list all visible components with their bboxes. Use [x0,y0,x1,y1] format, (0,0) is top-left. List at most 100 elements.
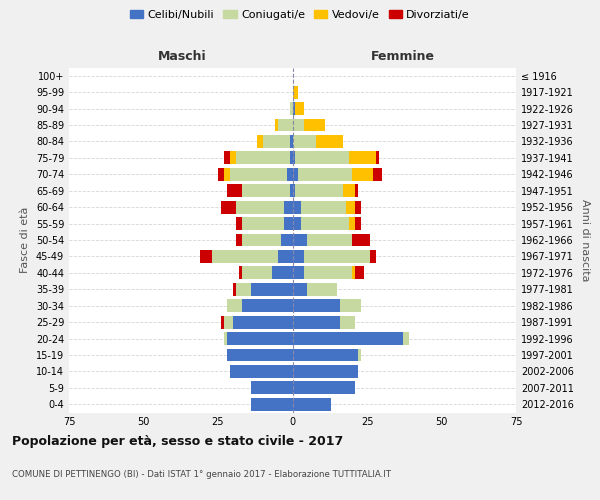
Bar [257,135,263,148]
Bar [224,316,233,328]
Y-axis label: Anni di nascita: Anni di nascita [580,198,590,281]
Bar [352,266,355,280]
Text: Femmine: Femmine [371,50,435,62]
Bar [200,250,212,263]
Bar [242,300,293,312]
Bar [376,152,379,164]
Bar [227,184,242,197]
Bar [293,266,304,280]
Bar [370,250,376,263]
Bar [293,86,298,98]
Bar [293,348,358,362]
Bar [355,217,361,230]
Bar [352,234,370,246]
Bar [284,200,293,213]
Legend: Celibi/Nubili, Coniugati/e, Vedovi/e, Divorziati/e: Celibi/Nubili, Coniugati/e, Vedovi/e, Di… [125,6,475,25]
Bar [242,234,281,246]
Bar [278,250,293,263]
Bar [224,332,227,345]
Bar [287,168,293,180]
Bar [293,250,304,263]
Bar [295,184,343,197]
Bar [242,217,284,230]
Bar [355,200,361,213]
Bar [278,118,293,132]
Bar [346,200,355,213]
Bar [293,152,295,164]
Text: Popolazione per età, sesso e stato civile - 2017: Popolazione per età, sesso e stato civil… [12,435,343,448]
Bar [293,118,304,132]
Bar [293,217,301,230]
Bar [307,283,337,296]
Bar [281,234,293,246]
Bar [293,316,340,328]
Bar [340,300,361,312]
Bar [290,135,293,148]
Bar [230,152,236,164]
Bar [293,102,295,115]
Bar [373,168,382,180]
Bar [355,266,364,280]
Bar [403,332,409,345]
Bar [293,168,298,180]
Bar [251,283,293,296]
Bar [293,283,307,296]
Y-axis label: Fasce di età: Fasce di età [20,207,30,273]
Bar [293,234,307,246]
Text: COMUNE DI PETTINENGO (BI) - Dati ISTAT 1° gennaio 2017 - Elaborazione TUTTITALIA: COMUNE DI PETTINENGO (BI) - Dati ISTAT 1… [12,470,391,479]
Bar [272,266,293,280]
Bar [293,382,355,394]
Bar [349,217,355,230]
Bar [230,365,293,378]
Bar [293,398,331,410]
Bar [230,168,287,180]
Bar [212,250,278,263]
Bar [233,283,236,296]
Bar [316,135,343,148]
Bar [340,316,355,328]
Bar [221,316,224,328]
Bar [239,266,242,280]
Bar [224,152,230,164]
Bar [293,332,403,345]
Bar [227,348,293,362]
Bar [293,365,358,378]
Bar [295,102,304,115]
Bar [236,234,242,246]
Bar [236,200,284,213]
Bar [251,382,293,394]
Bar [275,118,278,132]
Bar [301,217,349,230]
Bar [242,184,290,197]
Bar [242,266,272,280]
Bar [290,152,293,164]
Bar [352,168,373,180]
Bar [251,398,293,410]
Bar [263,135,290,148]
Text: Maschi: Maschi [158,50,206,62]
Bar [349,152,376,164]
Bar [304,250,370,263]
Bar [355,184,358,197]
Bar [221,200,236,213]
Bar [233,316,293,328]
Bar [343,184,355,197]
Bar [304,118,325,132]
Bar [236,283,251,296]
Bar [298,168,352,180]
Bar [293,135,316,148]
Bar [236,152,290,164]
Bar [293,184,295,197]
Bar [224,168,230,180]
Bar [290,184,293,197]
Bar [227,332,293,345]
Bar [293,300,340,312]
Bar [295,152,349,164]
Bar [301,200,346,213]
Bar [307,234,352,246]
Bar [284,217,293,230]
Bar [358,348,361,362]
Bar [304,266,352,280]
Bar [236,217,242,230]
Bar [290,102,293,115]
